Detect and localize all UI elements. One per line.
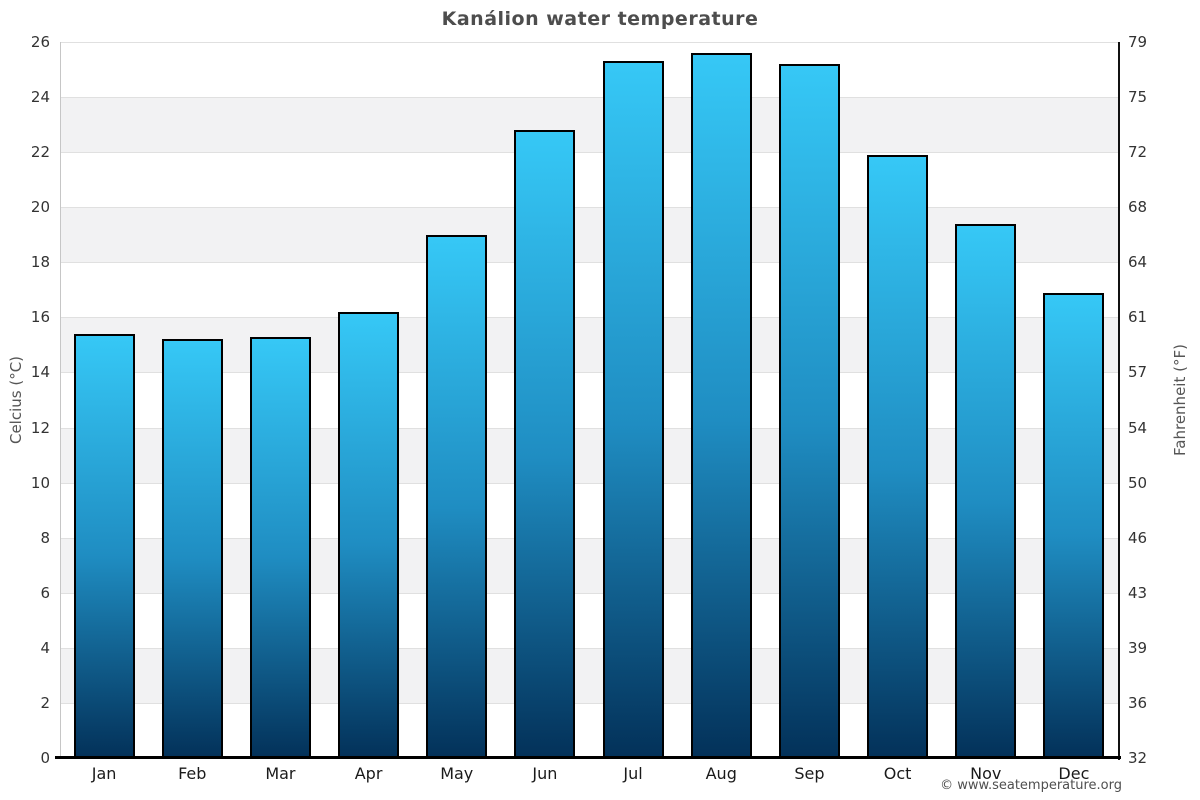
plot-band <box>60 152 1118 208</box>
plot-band <box>60 482 1118 538</box>
y-tick-label-fahrenheit: 46 <box>1128 528 1148 547</box>
gridline <box>60 317 1118 319</box>
y-axis-title-fahrenheit: Fahrenheit (°F) <box>1171 344 1189 456</box>
x-tick-label-may: May <box>440 764 474 783</box>
y-tick-label-celsius: 12 <box>30 418 50 437</box>
plot-band <box>60 647 1118 703</box>
gridline <box>60 592 1118 594</box>
bar-may <box>426 234 488 758</box>
bar-aug <box>690 53 752 758</box>
gridline <box>60 42 1118 43</box>
y-axis-left-line <box>60 42 61 758</box>
x-tick-label-feb: Feb <box>178 764 207 783</box>
bar-jul <box>602 61 664 758</box>
y-tick-label-fahrenheit: 43 <box>1128 583 1148 602</box>
gridline <box>60 537 1118 539</box>
plot-band <box>60 317 1118 373</box>
y-axis-right-line <box>1118 42 1120 760</box>
x-tick-label-oct: Oct <box>883 764 912 783</box>
plot-band <box>60 537 1118 593</box>
bar-oct <box>867 154 929 758</box>
plot-band <box>60 42 1118 98</box>
y-tick-label-celsius: 22 <box>30 143 50 162</box>
y-tick-label-celsius: 18 <box>30 253 50 272</box>
gridline <box>60 482 1118 484</box>
gridline <box>60 647 1118 649</box>
y-tick-label-celsius: 0 <box>40 749 50 767</box>
gridline <box>60 207 1118 209</box>
x-tick-label-jan: Jan <box>91 764 117 783</box>
x-tick-label-jul: Jul <box>623 764 643 783</box>
y-tick-label-fahrenheit: 75 <box>1128 88 1148 107</box>
y-tick-label-fahrenheit: 50 <box>1128 473 1148 492</box>
x-axis-line <box>55 756 1121 759</box>
plot-band <box>60 592 1118 648</box>
y-tick-label-fahrenheit: 39 <box>1128 638 1148 657</box>
y-tick-label-celsius: 14 <box>30 363 50 382</box>
y-tick-label-fahrenheit: 79 <box>1128 33 1148 51</box>
y-tick-label-fahrenheit: 64 <box>1128 253 1148 272</box>
y-tick-label-celsius: 2 <box>40 693 50 712</box>
plot-band <box>60 97 1118 153</box>
y-tick-label-celsius: 26 <box>30 33 50 51</box>
chart-title: Kanálion water temperature <box>441 8 759 30</box>
y-tick-label-celsius: 8 <box>40 528 50 547</box>
y-tick-label-celsius: 4 <box>40 638 50 657</box>
y-tick-label-fahrenheit: 72 <box>1128 143 1148 162</box>
y-tick-label-celsius: 10 <box>30 473 50 492</box>
y-tick-label-fahrenheit: 57 <box>1128 363 1148 382</box>
gridline <box>60 372 1118 374</box>
x-tick-label-mar: Mar <box>265 764 296 783</box>
x-tick-label-apr: Apr <box>354 764 383 783</box>
bar-sep <box>778 64 840 758</box>
y-tick-label-fahrenheit: 61 <box>1128 308 1148 327</box>
y-tick-label-celsius: 24 <box>30 88 50 107</box>
y-tick-label-fahrenheit: 68 <box>1128 198 1148 217</box>
bar-feb <box>161 339 223 758</box>
gridline <box>60 152 1118 154</box>
gridline <box>60 97 1118 99</box>
x-tick-label-nov: Nov <box>970 764 1002 783</box>
plot-band <box>60 262 1118 318</box>
y-tick-label-fahrenheit: 36 <box>1128 693 1148 712</box>
plot-band <box>60 372 1118 428</box>
y-tick-label-celsius: 16 <box>30 308 50 327</box>
y-tick-label-celsius: 20 <box>30 198 50 217</box>
plot-band <box>60 207 1118 263</box>
gridline <box>60 427 1118 429</box>
plot-area <box>60 42 1118 758</box>
x-tick-label-aug: Aug <box>705 764 737 783</box>
y-tick-label-fahrenheit: 32 <box>1128 749 1148 767</box>
x-tick-label-jun: Jun <box>532 764 558 783</box>
y-tick-label-celsius: 6 <box>40 583 50 602</box>
y-tick-label-fahrenheit: 54 <box>1128 418 1148 437</box>
gridline <box>60 262 1118 264</box>
attribution-link: © www.seatemperature.org <box>940 778 1122 793</box>
plot-band <box>60 702 1118 758</box>
x-tick-label-sep: Sep <box>794 764 825 783</box>
bar-jun <box>514 130 576 758</box>
plot-band <box>60 427 1118 483</box>
bar-jan <box>73 333 135 758</box>
bar-dec <box>1043 292 1105 758</box>
x-tick-label-dec: Dec <box>1058 764 1090 783</box>
gridline <box>60 702 1118 704</box>
bar-nov <box>955 223 1017 758</box>
bar-apr <box>338 311 400 758</box>
bar-mar <box>249 336 311 758</box>
